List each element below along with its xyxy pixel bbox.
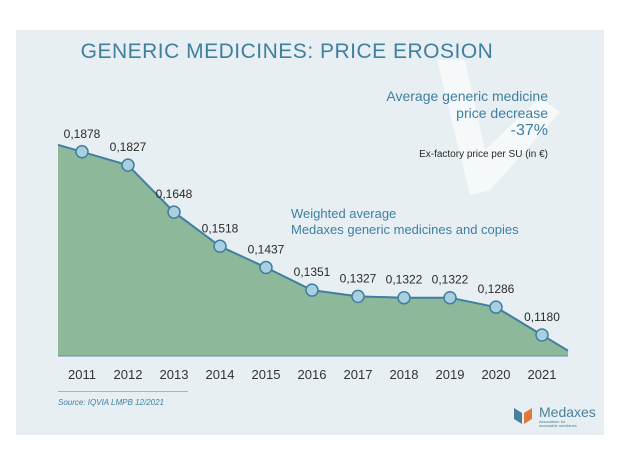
data-point-2011 — [75, 145, 89, 159]
x-tick-2016: 2016 — [298, 367, 327, 382]
x-tick-2015: 2015 — [252, 367, 281, 382]
x-tick-2018: 2018 — [390, 367, 419, 382]
x-tick-2020: 2020 — [482, 367, 511, 382]
data-point-2020 — [489, 300, 503, 314]
avg-decrease-line1: Average generic medicine — [386, 88, 548, 104]
data-label-2011: 0,1878 — [64, 127, 101, 141]
avg-decrease-label: Average generic medicine price decrease — [308, 88, 548, 122]
data-point-2019 — [443, 290, 457, 305]
logo-name: Medaxes — [539, 404, 596, 420]
x-tick-2011: 2011 — [68, 367, 96, 382]
data-label-2018: 0,1322 — [386, 273, 423, 287]
data-label-2014: 0,1518 — [202, 221, 239, 235]
medaxes-logo: Medaxes Association for accessible medic… — [512, 404, 602, 428]
logo-tagline-line2: accessible medicines — [539, 423, 577, 428]
data-point-2016 — [305, 283, 319, 297]
down-arrow-watermark — [437, 60, 560, 195]
data-point-2021 — [535, 328, 549, 342]
data-label-2016: 0,1351 — [294, 265, 331, 279]
x-tick-2021: 2021 — [528, 367, 557, 382]
data-label-2013: 0,1648 — [156, 187, 193, 201]
data-point-2014 — [213, 239, 227, 254]
data-label-2019: 0,1322 — [432, 273, 469, 287]
source-note: Source: IQVIA LMPB 12/2021 — [58, 398, 164, 407]
x-tick-2013: 2013 — [160, 367, 189, 382]
medaxes-logo-icon — [514, 408, 532, 424]
avg-decrease-percent: -37% — [510, 122, 548, 139]
series-label-line1: Weighted average — [291, 206, 397, 221]
logo-tagline-line1: Association for — [539, 419, 566, 424]
data-point-2018 — [397, 290, 411, 305]
data-label-2020: 0,1286 — [478, 282, 515, 296]
data-label-2021: 0,1180 — [524, 310, 560, 324]
data-label-2015: 0,1437 — [248, 243, 285, 257]
data-point-2013 — [167, 205, 181, 219]
data-point-2012 — [121, 158, 135, 172]
x-tick-2012: 2012 — [114, 367, 143, 382]
data-point-2017 — [351, 289, 365, 304]
chart-title: GENERIC MEDICINES: PRICE EROSION — [80, 40, 494, 63]
x-tick-2014: 2014 — [206, 367, 235, 382]
data-label-2017: 0,1327 — [340, 271, 377, 285]
avg-decrease-line2: price decrease — [456, 105, 548, 121]
x-tick-2019: 2019 — [436, 367, 465, 382]
series-label-line2: Medaxes generic medicines and copies — [291, 222, 519, 237]
x-tick-2017: 2017 — [344, 367, 373, 382]
area-fill — [58, 144, 568, 356]
unit-label: Ex-factory price per SU (in €) — [419, 149, 548, 160]
logo-tagline: Association for accessible medicines — [539, 420, 577, 428]
data-label-2012: 0,1827 — [110, 140, 147, 154]
source-divider — [58, 391, 188, 392]
series-label: Weighted average Medaxes generic medicin… — [291, 206, 519, 238]
data-point-2015 — [259, 260, 273, 275]
